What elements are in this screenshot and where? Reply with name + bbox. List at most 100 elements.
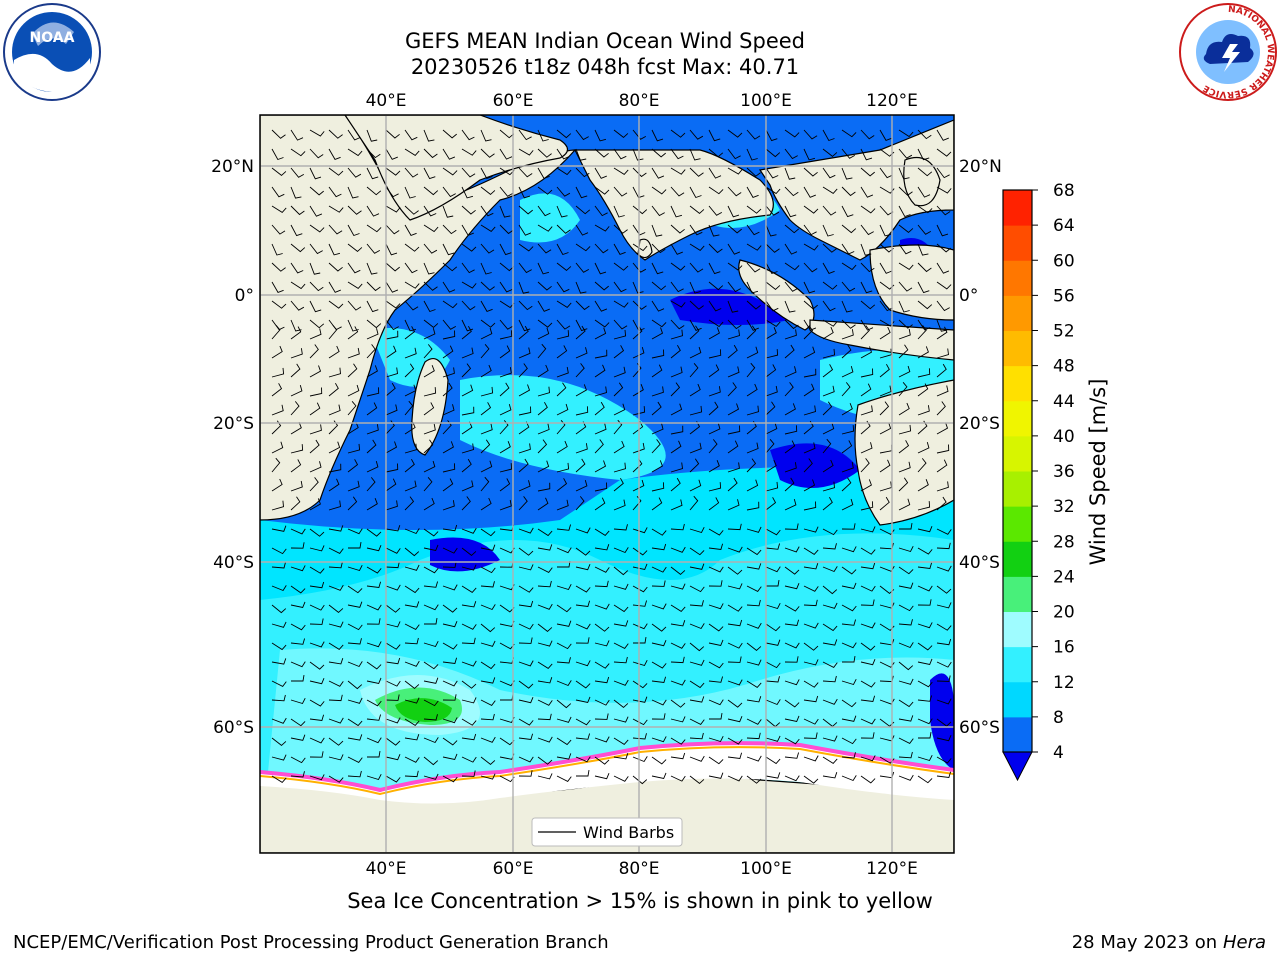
wind-barb [708,422,721,435]
colorbar-label: Wind Speed [m/s] [1086,379,1110,566]
wind-barb [917,718,933,725]
wind-barb [480,344,490,359]
wind-barb [499,463,513,473]
wind-barb [689,755,705,762]
wind-barb [841,403,853,416]
wind-barb [822,481,835,492]
wind-barb [898,129,914,138]
wind-barb [347,480,360,492]
wind-barb [347,585,363,594]
wind-barb [841,566,857,575]
wind-barb [423,243,438,254]
wind-barb [689,224,703,236]
wind-barb [442,680,458,687]
wind-barb [271,642,287,651]
wind-barb [480,439,491,454]
wind-barb [461,167,476,178]
wind-barb [461,319,474,332]
wind-barb [347,756,363,763]
wind-barb [347,496,358,511]
wind-barb [936,638,952,646]
wind-barb [917,585,933,592]
wind-barb [480,319,496,328]
wind-barb [746,405,759,416]
wind-band [930,673,954,770]
wind-barb [347,443,361,454]
colorbar-tick-label: 16 [1053,638,1075,658]
wind-barb [385,224,400,235]
wind-barb [879,186,895,194]
wind-barb [328,621,344,628]
wind-barb [822,319,838,327]
wind-barb [556,699,572,709]
wind-barb [898,715,914,722]
wind-barb [575,564,591,571]
wind-barb [670,699,686,708]
wind-barb [347,363,358,378]
map-title: GEFS MEAN Indian Ocean Wind Speed [404,29,806,53]
wind-barb [461,680,477,689]
wind-barb [917,224,932,235]
wind-barb [271,694,286,702]
wind-barb [936,735,952,742]
wind-barb [860,186,874,198]
wind-barb [746,224,760,236]
wind-barb [841,582,857,590]
wind-barb [632,406,646,416]
wind-barb [594,773,610,780]
wind-barb [822,698,838,705]
wind-barb [917,658,933,666]
colorbar-bin [1003,646,1032,683]
wind-barb [328,345,340,359]
wind-barb [841,619,857,626]
wind-barb [575,186,588,199]
colorbar-bin [1003,541,1032,577]
wind-barb [290,542,305,549]
wind-barb [423,365,435,378]
wind-barb [784,737,800,745]
land-region [854,379,954,526]
wind-barb [803,383,815,397]
wind-barb [309,641,325,648]
wind-barb [898,344,909,359]
wind-barb [328,148,341,160]
wind-barb [613,583,629,590]
wind-barb [423,544,439,552]
wind-barb [423,640,439,648]
wind-barb [309,148,324,159]
wind-barb [898,205,911,218]
wind-barb [347,401,357,416]
wind-barb [290,243,306,253]
wind-barb [480,736,496,743]
wind-barb [594,699,610,706]
wind-barb [803,346,816,359]
wind-barb [518,527,534,534]
wind-barb [632,733,647,740]
wind-barb [936,262,950,274]
wind-barb [537,603,553,610]
wind-barb [290,638,306,645]
wind-barb [670,300,686,308]
wind-barb [271,775,287,783]
wind-barb [765,186,781,195]
wind-barb [765,623,781,632]
wind-barb [518,547,534,556]
wind-barb [575,696,591,704]
wind-barb [518,148,534,156]
wind-barb [594,364,606,378]
wind-barb [822,623,838,632]
wind-barb [537,528,553,537]
wind-barb [480,364,492,378]
wind-barb [670,716,686,723]
wind-barb [860,383,872,397]
wind-barb [537,129,549,142]
wind-barb [879,224,892,237]
colorbar-tick-label: 48 [1053,357,1075,377]
wind-barb [271,300,287,309]
wind-barb [670,604,686,612]
wind-barb [271,325,281,340]
wind-barb [423,677,439,684]
wind-barb [575,585,591,593]
wind-barb [271,478,283,492]
wind-barb [290,148,306,157]
